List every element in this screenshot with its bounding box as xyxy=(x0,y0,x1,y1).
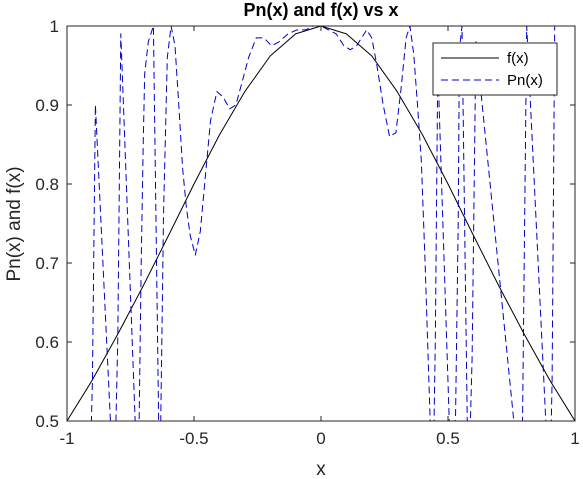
ticks-layer: -1 -0.5 0 0.5 1 0.5 0.6 0.7 0.8 0.9 1 xyxy=(35,17,579,448)
y-tick-label: 0.6 xyxy=(35,333,59,352)
series-line-f xyxy=(67,26,575,421)
y-tick-label: 1 xyxy=(50,17,59,36)
x-tick-label: -1 xyxy=(59,429,74,448)
x-tick-label: 1 xyxy=(570,429,579,448)
chart-title: Pn(x) and f(x) vs x xyxy=(243,0,398,20)
series-line-pn xyxy=(90,26,556,421)
legend: f(x) Pn(x) xyxy=(432,42,558,96)
y-tick-label: 0.7 xyxy=(35,254,59,273)
y-tick-label: 0.5 xyxy=(35,412,59,431)
series-layer xyxy=(67,26,575,421)
y-tick-label: 0.8 xyxy=(35,175,59,194)
legend-label-f: f(x) xyxy=(507,50,529,67)
legend-label-pn: Pn(x) xyxy=(507,72,543,89)
x-tick-label: 0 xyxy=(316,429,325,448)
x-axis-label: x xyxy=(316,459,326,479)
x-tick-label: 0.5 xyxy=(436,429,460,448)
legend-box xyxy=(432,42,558,96)
x-tick-label: -0.5 xyxy=(179,429,208,448)
y-axis-label: Pn(x) and f(x) xyxy=(4,166,25,281)
y-tick-label: 0.9 xyxy=(35,96,59,115)
